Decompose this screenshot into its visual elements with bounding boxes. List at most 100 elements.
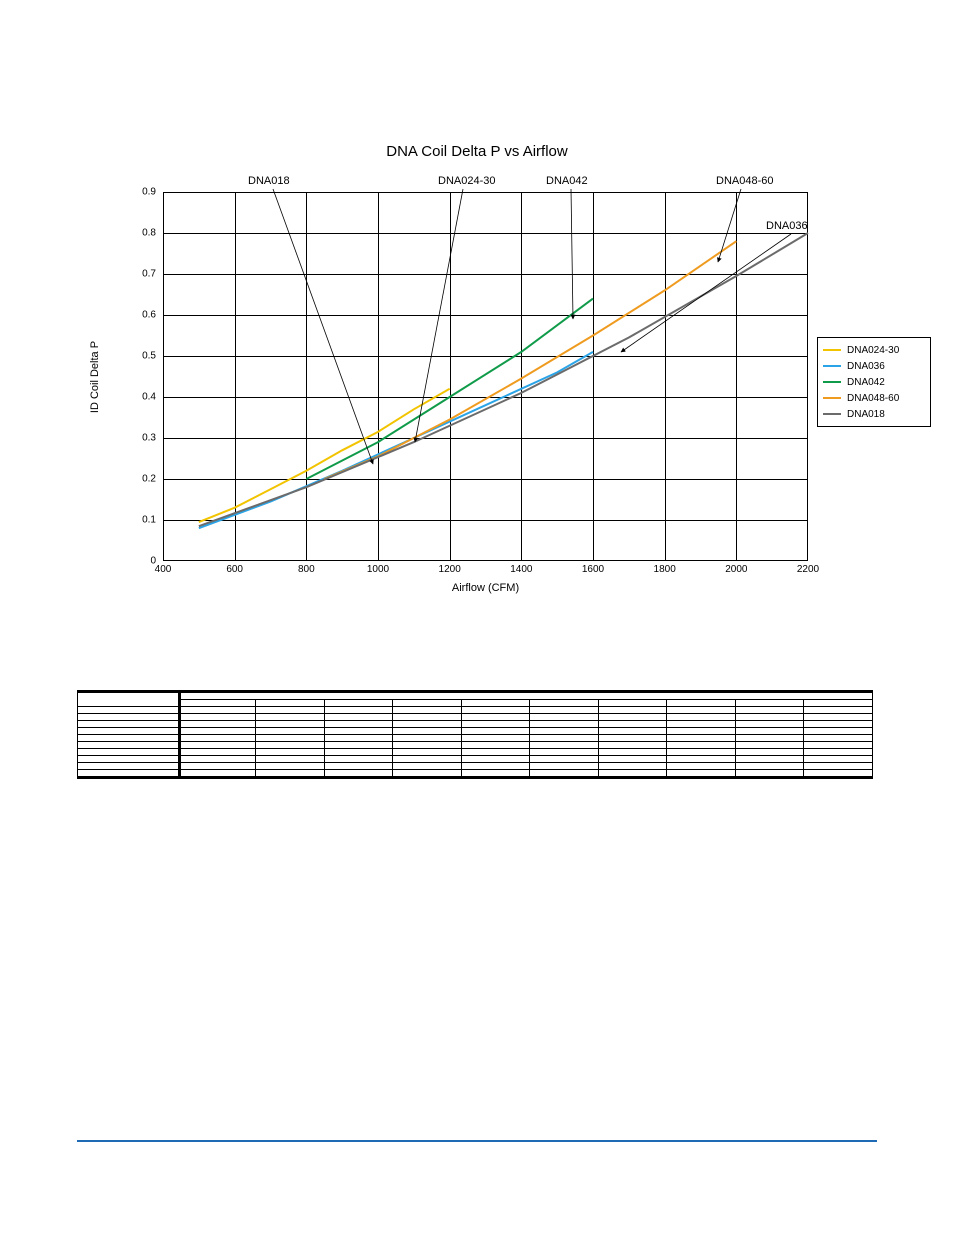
table-cell (461, 707, 530, 714)
table-row-label (78, 721, 180, 728)
table-cell (530, 770, 599, 778)
table-cell (530, 721, 599, 728)
table-cell (735, 756, 804, 763)
legend-item: DNA048-60 (823, 390, 925, 406)
table-cell (324, 735, 393, 742)
chart-xtick-label: 1200 (420, 564, 480, 575)
chart-xtick-label: 1000 (348, 564, 408, 575)
chart-ytick-label: 0.9 (96, 187, 156, 198)
table-cell (804, 707, 873, 714)
footer-rule (77, 1140, 877, 1142)
table-column-header (598, 700, 667, 707)
table-cell (735, 749, 804, 756)
callout-arrow (273, 189, 373, 464)
table-column-header (667, 700, 736, 707)
table-cell (393, 756, 462, 763)
chart-title: DNA Coil Delta P vs Airflow (0, 143, 954, 160)
legend-swatch (823, 349, 841, 351)
table-cell (324, 707, 393, 714)
table-cell (180, 749, 256, 756)
legend-swatch (823, 413, 841, 415)
callout-arrow (718, 189, 741, 262)
table-cell (256, 749, 325, 756)
table-cell (324, 728, 393, 735)
legend-swatch (823, 365, 841, 367)
chart-xtick-label: 400 (133, 564, 193, 575)
table-cell (667, 714, 736, 721)
table-cell (180, 728, 256, 735)
table-header-top (180, 692, 873, 700)
chart-region: DNA Coil Delta P vs Airflow 00.10.20.30.… (0, 0, 954, 640)
table-corner (78, 692, 180, 707)
table-cell (180, 707, 256, 714)
table-row-label (78, 770, 180, 778)
chart-ytick-label: 0.3 (96, 433, 156, 444)
table-cell (461, 721, 530, 728)
callout-label: DNA048-60 (716, 175, 773, 187)
callout-label: DNA024-30 (438, 175, 495, 187)
chart-x-axis-label: Airflow (CFM) (163, 582, 808, 594)
table-column-header (530, 700, 599, 707)
legend-swatch (823, 397, 841, 399)
chart-ytick-label: 0.5 (96, 351, 156, 362)
table-cell (667, 770, 736, 778)
table-cell (598, 728, 667, 735)
chart-xtick-label: 1600 (563, 564, 623, 575)
callout-label: DNA018 (248, 175, 290, 187)
table-cell (598, 756, 667, 763)
table-column-header (461, 700, 530, 707)
table-cell (461, 763, 530, 770)
table-cell (598, 749, 667, 756)
table-cell (667, 763, 736, 770)
table-cell (180, 735, 256, 742)
table-cell (393, 728, 462, 735)
table-cell (735, 707, 804, 714)
legend-label: DNA048-60 (847, 393, 899, 404)
chart-ytick-label: 0.7 (96, 269, 156, 280)
page: DNA Coil Delta P vs Airflow 00.10.20.30.… (0, 0, 954, 1235)
table-column-header (180, 700, 256, 707)
legend-swatch (823, 381, 841, 383)
table-cell (530, 728, 599, 735)
table-cell (598, 707, 667, 714)
chart-ytick-label: 0.6 (96, 310, 156, 321)
legend-item: DNA042 (823, 374, 925, 390)
table-cell (180, 714, 256, 721)
table-cell (530, 714, 599, 721)
table-cell (735, 763, 804, 770)
table-column-header (735, 700, 804, 707)
table-cell (256, 770, 325, 778)
table-cell (804, 742, 873, 749)
table-cell (256, 707, 325, 714)
table-cell (180, 756, 256, 763)
table-cell (667, 728, 736, 735)
chart-ytick-label: 0.4 (96, 392, 156, 403)
table-cell (530, 707, 599, 714)
legend-label: DNA024-30 (847, 345, 899, 356)
legend-label: DNA042 (847, 377, 885, 388)
callout-label: DNA036 (766, 220, 808, 232)
callout-arrow (571, 189, 573, 319)
table-cell (804, 770, 873, 778)
legend-label: DNA036 (847, 361, 885, 372)
table-cell (804, 728, 873, 735)
chart-xtick-label: 2000 (706, 564, 766, 575)
table-cell (324, 721, 393, 728)
callout-arrow (415, 189, 463, 442)
table-cell (804, 756, 873, 763)
table-cell (598, 735, 667, 742)
table-cell (324, 770, 393, 778)
table-cell (180, 763, 256, 770)
chart-callouts (163, 192, 808, 561)
table-cell (598, 742, 667, 749)
table-cell (393, 749, 462, 756)
chart-xtick-label: 1800 (635, 564, 695, 575)
table-cell (256, 763, 325, 770)
table-cell (393, 714, 462, 721)
table-column-header (393, 700, 462, 707)
table-cell (530, 742, 599, 749)
table-cell (735, 721, 804, 728)
table-cell (393, 721, 462, 728)
legend-item: DNA018 (823, 406, 925, 422)
data-table-region (77, 690, 873, 779)
